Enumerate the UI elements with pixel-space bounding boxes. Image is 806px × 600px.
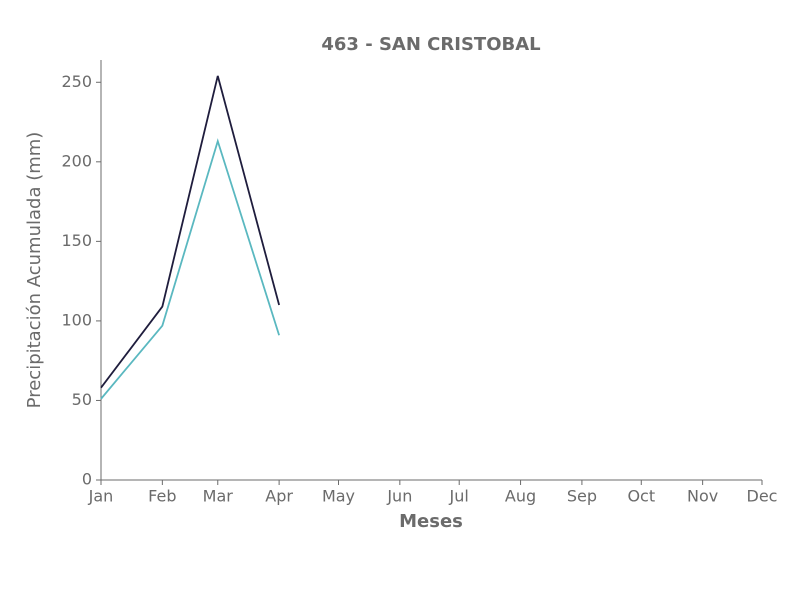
x-axis-label: Meses [399, 511, 463, 532]
series-line [100, 138, 280, 400]
y-axis-label: Precipitación Acumulada (mm) [24, 132, 45, 409]
x-tick-label: Feb [148, 487, 176, 506]
chart-title: 463 - SAN CRISTOBAL [321, 34, 540, 55]
x-tick-label: Dec [747, 487, 778, 506]
x-tick-label: Mar [203, 487, 234, 506]
y-tick-label: 200 [61, 151, 92, 170]
x-tick-label: Jul [449, 487, 469, 506]
x-tick-label: Jun [386, 487, 412, 506]
x-tick-label: Nov [687, 487, 718, 506]
x-tick-label: Sep [567, 487, 597, 506]
y-tick-label: 250 [61, 72, 92, 91]
x-tick-label: Oct [627, 487, 655, 506]
x-tick-label: May [322, 487, 355, 506]
y-tick-label: 50 [72, 390, 92, 409]
series-line [100, 75, 280, 389]
x-tick-label: Jan [88, 487, 114, 506]
x-tick-label: Apr [265, 487, 293, 506]
y-tick-label: 150 [61, 231, 92, 250]
y-tick-label: 100 [61, 310, 92, 329]
y-tick-label: 0 [82, 470, 92, 489]
x-tick-label: Aug [505, 487, 536, 506]
